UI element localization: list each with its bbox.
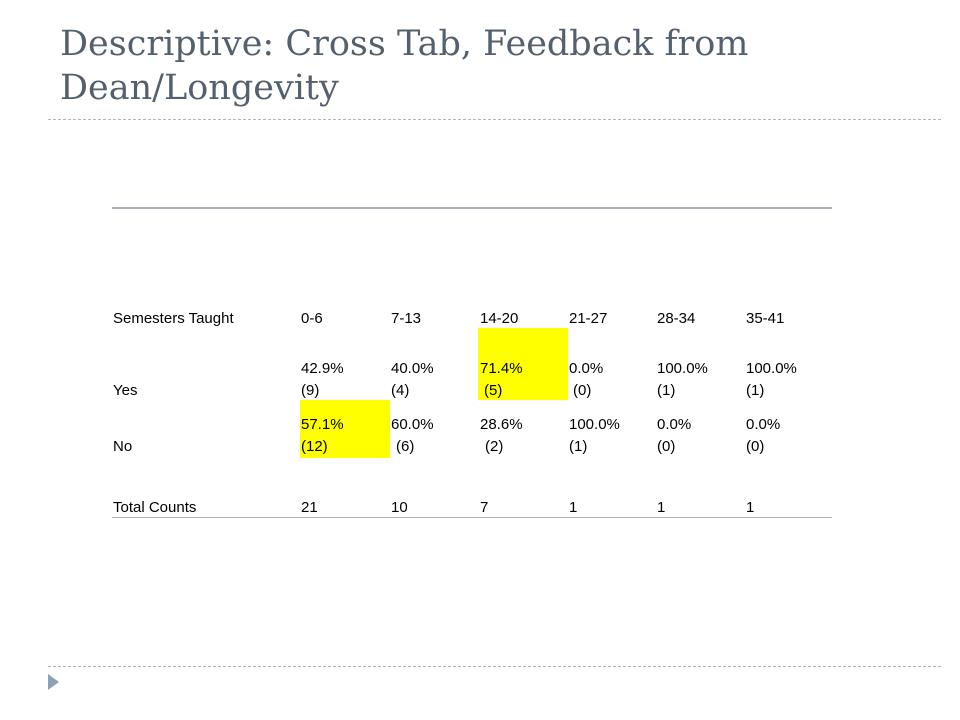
row-yes-count-28-34: (1) (657, 382, 676, 399)
row-no-percent-14-20: 28.6% (480, 416, 523, 433)
title-divider (48, 119, 941, 120)
header-col-28-34: 28-34 (657, 310, 696, 327)
table-top-border (112, 207, 832, 209)
row-no-count-35-41: (0) (746, 438, 765, 455)
row-yes-percent-0-6: 42.9% (301, 360, 344, 377)
footer-divider (48, 666, 941, 667)
total-0-6: 21 (301, 499, 318, 516)
row-yes-count-14-20: (5) (484, 382, 503, 399)
highlight-no-0-6 (300, 400, 390, 458)
header-col-0-6: 0-6 (301, 310, 323, 327)
totals-label: Total Counts (113, 499, 197, 516)
row-no-count-0-6: (12) (301, 438, 328, 455)
header-label: Semesters Taught (113, 310, 234, 327)
row-yes-percent-14-20: 71.4% (480, 360, 523, 377)
row-yes-count-0-6: (9) (301, 382, 320, 399)
total-21-27: 1 (569, 499, 578, 516)
row-yes-percent-7-13: 40.0% (391, 360, 434, 377)
highlight-yes-14-20 (478, 328, 568, 400)
total-35-41: 1 (746, 499, 755, 516)
row-yes-label: Yes (113, 382, 138, 399)
row-yes-count-21-27: (0) (573, 382, 592, 399)
total-14-20: 7 (480, 499, 489, 516)
row-no-percent-21-27: 100.0% (569, 416, 620, 433)
slide-title-line-1: Descriptive: Cross Tab, Feedback from (60, 24, 749, 64)
row-yes-percent-21-27: 0.0% (569, 360, 604, 377)
slide-title-line-2: Dean/Longevity (60, 68, 339, 108)
header-col-21-27: 21-27 (569, 310, 608, 327)
total-7-13: 10 (391, 499, 408, 516)
row-no-count-14-20: (2) (485, 438, 504, 455)
row-no-percent-35-41: 0.0% (746, 416, 781, 433)
total-28-34: 1 (657, 499, 666, 516)
row-no-percent-28-34: 0.0% (657, 416, 692, 433)
row-no-percent-7-13: 60.0% (391, 416, 434, 433)
row-yes-count-7-13: (4) (391, 382, 410, 399)
slide-title: Descriptive: Cross Tab, Feedback from De… (60, 22, 900, 110)
row-yes-count-35-41: (1) (746, 382, 765, 399)
row-no-count-28-34: (0) (657, 438, 676, 455)
row-no-count-7-13: (6) (396, 438, 415, 455)
row-no-count-21-27: (1) (569, 438, 588, 455)
table-bottom-border (112, 517, 832, 518)
row-yes-percent-35-41: 100.0% (746, 360, 797, 377)
header-col-35-41: 35-41 (746, 310, 785, 327)
triangle-bullet-icon (48, 674, 59, 690)
row-no-percent-0-6: 57.1% (301, 416, 344, 433)
row-yes-percent-28-34: 100.0% (657, 360, 708, 377)
header-col-14-20: 14-20 (480, 310, 519, 327)
header-col-7-13: 7-13 (391, 310, 422, 327)
row-no-label: No (113, 438, 133, 455)
